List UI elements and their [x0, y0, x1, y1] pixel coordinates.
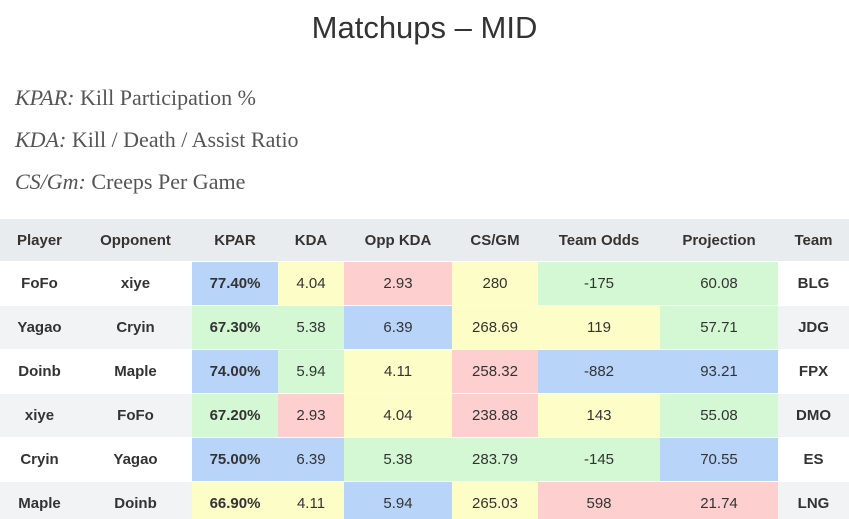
cell-team: LNG	[778, 481, 849, 519]
cell-player: xiye	[0, 393, 79, 438]
cell-kpar: 66.90%	[192, 481, 278, 519]
legend-abbr: KDA:	[15, 127, 67, 152]
cell-kda: 4.11	[278, 481, 344, 519]
cell-team: ES	[778, 437, 849, 482]
cell-team: DMO	[778, 393, 849, 438]
cell-kpar: 77.40%	[192, 261, 278, 306]
legend-desc: Kill / Death / Assist Ratio	[71, 127, 299, 152]
cell-kpar: 74.00%	[192, 349, 278, 394]
cell-opp-kda: 5.94	[344, 481, 452, 519]
legend-desc: Kill Participation %	[79, 85, 256, 110]
cell-team: BLG	[778, 261, 849, 306]
cell-team-odds: -145	[538, 437, 660, 482]
cell-opponent: FoFo	[79, 393, 192, 438]
cell-kda: 2.93	[278, 393, 344, 438]
cell-kpar: 67.20%	[192, 393, 278, 438]
cell-projection: 60.08	[660, 261, 778, 306]
cell-opponent: Doinb	[79, 481, 192, 519]
cell-player: Cryin	[0, 437, 79, 482]
cell-team-odds: -175	[538, 261, 660, 306]
cell-opp-kda: 6.39	[344, 305, 452, 350]
cell-team-odds: 119	[538, 305, 660, 350]
page-title: Matchups – MID	[311, 10, 538, 45]
column-header-cs-gm[interactable]: CS/GM	[452, 219, 538, 262]
cell-player: FoFo	[0, 261, 79, 306]
cell-cs-gm: 238.88	[452, 393, 538, 438]
column-header-kpar[interactable]: KPAR	[192, 219, 278, 262]
cell-projection: 57.71	[660, 305, 778, 350]
table-row: FoFo xiye 77.40% 4.04 2.93 280 -175 60.0…	[0, 261, 849, 306]
column-header-team-odds[interactable]: Team Odds	[538, 219, 660, 262]
cell-player: Yagao	[0, 305, 79, 350]
legend-abbr: KPAR:	[15, 85, 75, 110]
cell-projection: 70.55	[660, 437, 778, 482]
cell-team: FPX	[778, 349, 849, 394]
cell-kpar: 75.00%	[192, 437, 278, 482]
cell-kda: 5.38	[278, 305, 344, 350]
column-header-player[interactable]: Player	[0, 219, 79, 262]
cell-cs-gm: 268.69	[452, 305, 538, 350]
legend-item-csgm: CS/Gm: Creeps Per Game	[15, 166, 299, 208]
column-header-opponent[interactable]: Opponent	[79, 219, 192, 262]
cell-player: Doinb	[0, 349, 79, 394]
column-header-kda[interactable]: KDA	[278, 219, 344, 262]
legend: KPAR: Kill Participation % KDA: Kill / D…	[15, 82, 299, 208]
legend-desc: Creeps Per Game	[91, 169, 246, 194]
table-row: Doinb Maple 74.00% 5.94 4.11 258.32 -882…	[0, 349, 849, 394]
column-header-opp-kda[interactable]: Opp KDA	[344, 219, 452, 262]
cell-opp-kda: 4.04	[344, 393, 452, 438]
column-header-team[interactable]: Team	[778, 219, 849, 262]
cell-kda: 4.04	[278, 261, 344, 306]
legend-item-kpar: KPAR: Kill Participation %	[15, 82, 299, 124]
table-row: xiye FoFo 67.20% 2.93 4.04 238.88 143 55…	[0, 393, 849, 438]
cell-team-odds: -882	[538, 349, 660, 394]
column-header-projection[interactable]: Projection	[660, 219, 778, 262]
table-row: Cryin Yagao 75.00% 6.39 5.38 283.79 -145…	[0, 437, 849, 482]
matchups-table: Player Opponent KPAR KDA Opp KDA CS/GM T…	[0, 219, 849, 519]
cell-opponent: Cryin	[79, 305, 192, 350]
cell-team-odds: 598	[538, 481, 660, 519]
cell-team-odds: 143	[538, 393, 660, 438]
cell-kda: 5.94	[278, 349, 344, 394]
cell-opponent: xiye	[79, 261, 192, 306]
cell-opponent: Maple	[79, 349, 192, 394]
cell-kpar: 67.30%	[192, 305, 278, 350]
table-row: Maple Doinb 66.90% 4.11 5.94 265.03 598 …	[0, 481, 849, 519]
cell-cs-gm: 265.03	[452, 481, 538, 519]
cell-opponent: Yagao	[79, 437, 192, 482]
cell-opp-kda: 5.38	[344, 437, 452, 482]
cell-team: JDG	[778, 305, 849, 350]
cell-cs-gm: 280	[452, 261, 538, 306]
cell-cs-gm: 283.79	[452, 437, 538, 482]
cell-player: Maple	[0, 481, 79, 519]
cell-opp-kda: 2.93	[344, 261, 452, 306]
cell-projection: 93.21	[660, 349, 778, 394]
legend-item-kda: KDA: Kill / Death / Assist Ratio	[15, 124, 299, 166]
cell-projection: 55.08	[660, 393, 778, 438]
cell-projection: 21.74	[660, 481, 778, 519]
cell-kda: 6.39	[278, 437, 344, 482]
table-row: Yagao Cryin 67.30% 5.38 6.39 268.69 119 …	[0, 305, 849, 350]
table-header-row: Player Opponent KPAR KDA Opp KDA CS/GM T…	[0, 219, 849, 262]
legend-abbr: CS/Gm:	[15, 169, 86, 194]
cell-cs-gm: 258.32	[452, 349, 538, 394]
cell-opp-kda: 4.11	[344, 349, 452, 394]
